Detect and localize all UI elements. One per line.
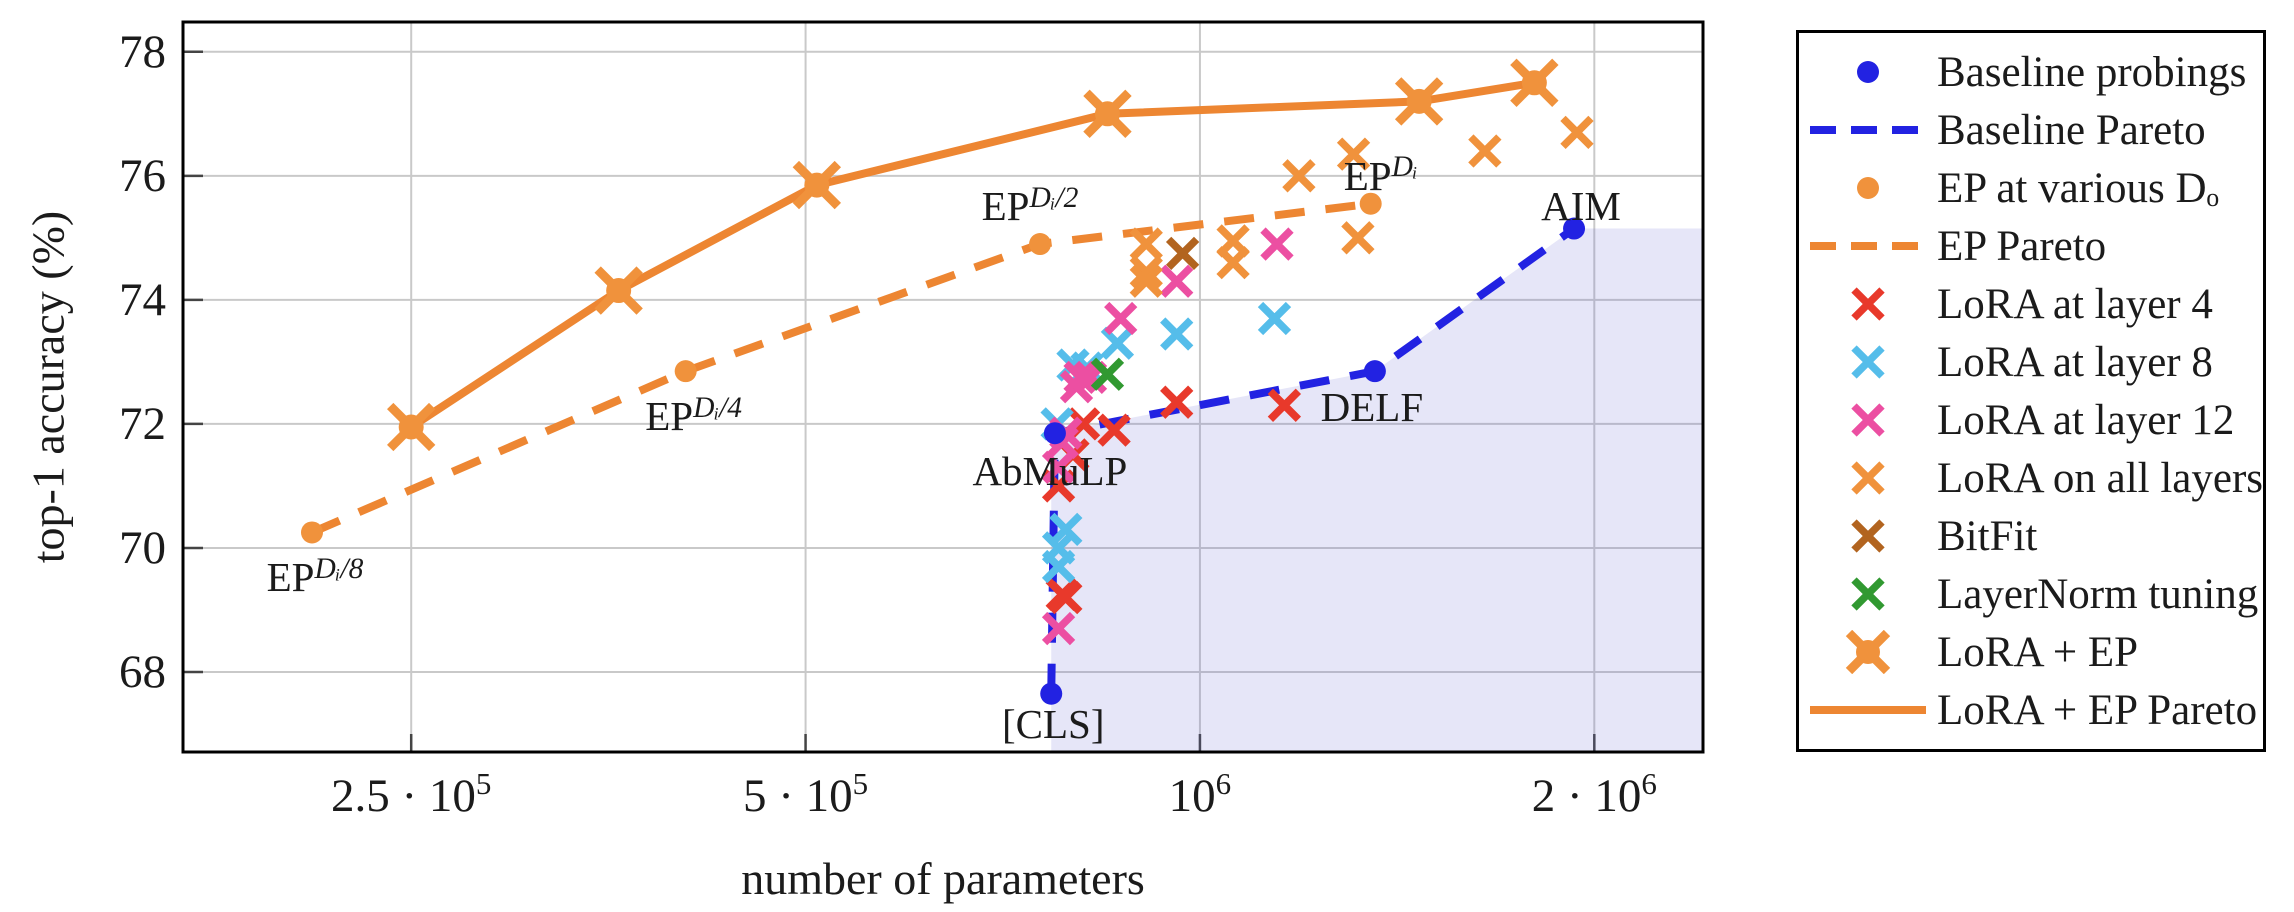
legend-label-ep-probings: EP at various Dₒ (1937, 164, 2219, 212)
annotation-ep-di2: EPDᵢ/2 (981, 181, 1079, 230)
y-tick-label-68: 68 (119, 645, 166, 698)
series-ep-probings (300, 192, 1382, 544)
legend-item-lora-ep: LoRA + EP (1799, 627, 2263, 677)
legend-marker-lora-layer-12-icon (1851, 403, 1885, 437)
legend-item-lora-layer-12: LoRA at layer 12 (1799, 395, 2263, 445)
axis-ticks (183, 50, 1596, 752)
legend-marker-ep-pareto-icon (1810, 242, 1926, 250)
y-tick-label-70: 70 (119, 521, 166, 574)
legend-item-ep-pareto: EP Pareto (1799, 221, 2263, 271)
annotation-ep-di4: EPDᵢ/4 (645, 391, 743, 440)
legend-marker-lora-layer-8-icon (1851, 345, 1885, 379)
legend-marker-lora-layer-4-icon (1851, 287, 1885, 321)
legend-item-lora-layer-8: LoRA at layer 8 (1799, 337, 2263, 387)
legend-label-lora-layer-8: LoRA at layer 8 (1937, 338, 2213, 386)
legend-label-lora-ep-pareto: LoRA + EP Pareto (1937, 686, 2258, 734)
x-tick-label-1000000: 106 (1168, 765, 1232, 822)
legend-item-layernorm-tuning: LayerNorm tuning (1799, 569, 2263, 619)
legend-item-lora-all-layers: LoRA on all layers (1799, 453, 2263, 503)
legend-label-lora-ep: LoRA + EP (1937, 628, 2139, 676)
annotation-delf: DELF (1320, 384, 1424, 431)
y-tick-label-72: 72 (119, 397, 166, 450)
series-bitfit (1165, 236, 1200, 270)
y-tick-label-74: 74 (119, 273, 166, 326)
legend-item-bitfit: BitFit (1799, 511, 2263, 561)
legend-label-baseline-probings: Baseline probings (1937, 48, 2247, 96)
x-tick-label-250000: 2.5 · 105 (330, 765, 492, 822)
legend-item-lora-ep-pareto: LoRA + EP Pareto (1799, 685, 2263, 735)
plot-border (181, 20, 1705, 754)
series-lora-ep-pareto (408, 78, 1536, 431)
x-tick-label-500000: 5 · 105 (742, 765, 869, 822)
baseline-dominated-region (1051, 228, 1703, 752)
annotation-ep-di8: EPDᵢ/8 (266, 553, 364, 601)
legend-label-baseline-pareto: Baseline Pareto (1937, 106, 2206, 154)
annotation-aim: AIM (1541, 182, 1621, 229)
legend-item-baseline-probings: Baseline probings (1799, 47, 2263, 97)
legend-marker-ep-probings-icon (1857, 177, 1879, 199)
y-tick-label-76: 76 (119, 149, 166, 202)
gridlines (183, 22, 1703, 752)
legend-label-bitfit: BitFit (1937, 512, 2038, 560)
series-baseline-probings (1040, 217, 1586, 705)
legend-marker-baseline-probings-icon (1857, 61, 1879, 83)
legend: Baseline probings Baseline Pareto EP at va… (1796, 30, 2266, 752)
legend-label-lora-layer-4: LoRA at layer 4 (1937, 280, 2213, 328)
series-lora-ep (387, 58, 1559, 452)
y-axis-title: top-1 accuracy (%) (22, 210, 74, 564)
legend-item-lora-layer-4: LoRA at layer 4 (1799, 279, 2263, 329)
legend-item-baseline-pareto: Baseline Pareto (1799, 105, 2263, 155)
x-axis-title: number of parameters (741, 853, 1145, 904)
annotation-abmulp: AbMuLP (972, 448, 1128, 495)
legend-item-ep-probings: EP at various Dₒ (1799, 163, 2263, 213)
legend-label-layernorm-tuning: LayerNorm tuning (1937, 570, 2259, 618)
legend-marker-lora-ep-pareto-icon (1810, 706, 1926, 714)
legend-marker-bitfit-icon (1851, 519, 1885, 553)
legend-marker-lora-ep-icon (1845, 630, 1891, 674)
series-layernorm-tuning (1090, 357, 1125, 391)
legend-marker-baseline-pareto-icon (1810, 126, 1926, 134)
series-lora-all-layers (1129, 115, 1594, 298)
legend-marker-layernorm-tuning-icon (1851, 577, 1885, 611)
legend-label-lora-all-layers: LoRA on all layers (1937, 454, 2264, 502)
legend-marker-lora-all-layers-icon (1851, 461, 1885, 495)
x-tick-label-2000000: 2 · 106 (1531, 765, 1657, 822)
legend-label-lora-layer-12: LoRA at layer 12 (1937, 396, 2235, 444)
legend-label-ep-pareto: EP Pareto (1937, 222, 2107, 270)
annotation-ep-di: EPDᵢ (1343, 151, 1418, 199)
y-tick-label-78: 78 (119, 25, 166, 78)
annotation-cls: [CLS] (1001, 700, 1105, 747)
